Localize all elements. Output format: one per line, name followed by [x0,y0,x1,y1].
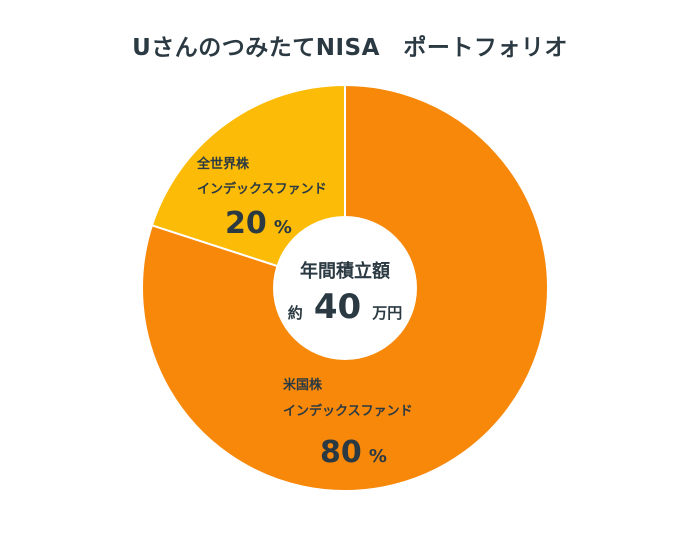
center-amount-line: 約 40 万円 [288,287,403,327]
center-prefix: 約 [288,304,303,322]
chart-title: UさんのつみたてNISA ポートフォリオ [132,35,568,61]
label-world-line2: インデックスファンド [197,181,327,197]
label-world-line1: 全世界株 [196,156,250,172]
us-percent-value: 80 [320,435,362,470]
label-us-line1: 米国株 [283,377,323,393]
label-us-percent: 80 % [320,435,387,470]
us-percent-unit: % [369,446,387,467]
center-hole [273,216,417,360]
world-percent-value: 20 [225,206,267,241]
center-amount: 40 [314,287,361,327]
center-label: 年間積立額 [300,260,390,282]
world-percent-unit: % [274,217,292,238]
label-us-line2: インデックスファンド [283,403,413,419]
center-unit: 万円 [371,304,402,322]
label-world-percent: 20 % [225,206,292,241]
